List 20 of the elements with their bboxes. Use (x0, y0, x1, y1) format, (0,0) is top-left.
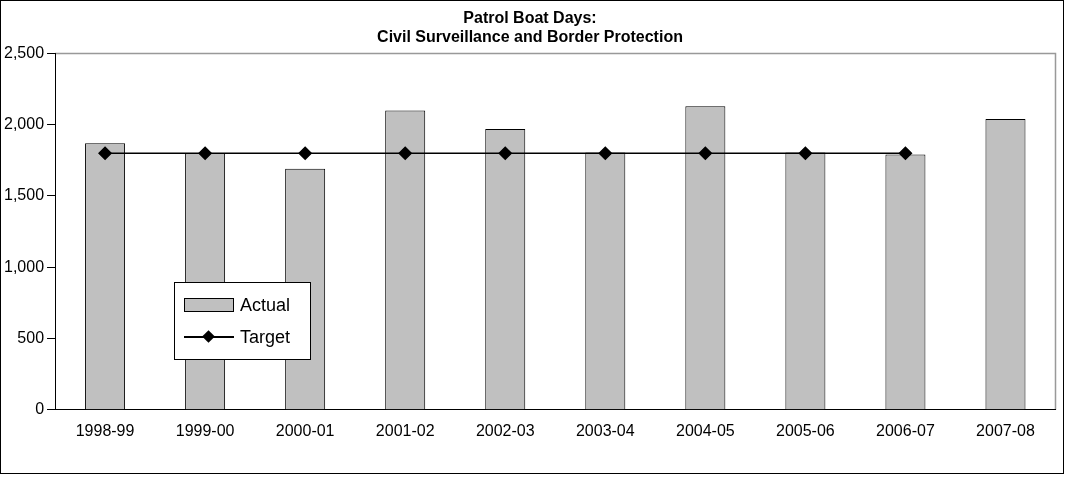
y-tick-label: 1,000 (3, 257, 45, 275)
y-tick-label: 1,500 (3, 186, 45, 204)
x-tick-label: 1999-00 (175, 421, 235, 439)
x-tick-label: 2001-02 (375, 421, 435, 439)
x-tick-label: 2006-07 (876, 421, 935, 439)
y-tick-label: 2,500 (3, 43, 45, 61)
text: Civil Surveillance and Border Protection (377, 28, 683, 46)
x-tick-label: 2000-01 (275, 421, 335, 439)
x-tick-label: 2007-08 (976, 421, 1035, 439)
legend-label: Actual (240, 294, 291, 316)
x-tick-label: 2005-06 (776, 421, 835, 439)
x-tick-label: 1998-99 (75, 421, 135, 439)
x-tick-label: 2002-03 (475, 421, 535, 439)
y-tick-label: 500 (17, 328, 45, 346)
text: Patrol Boat Days: (463, 9, 597, 27)
y-tick-label: 0 (35, 400, 45, 418)
legend-label: Target (240, 326, 291, 348)
x-tick-label: 2003-04 (575, 421, 635, 439)
x-tick-label: 2004-05 (675, 421, 735, 439)
y-tick-label: 2,000 (3, 115, 45, 133)
